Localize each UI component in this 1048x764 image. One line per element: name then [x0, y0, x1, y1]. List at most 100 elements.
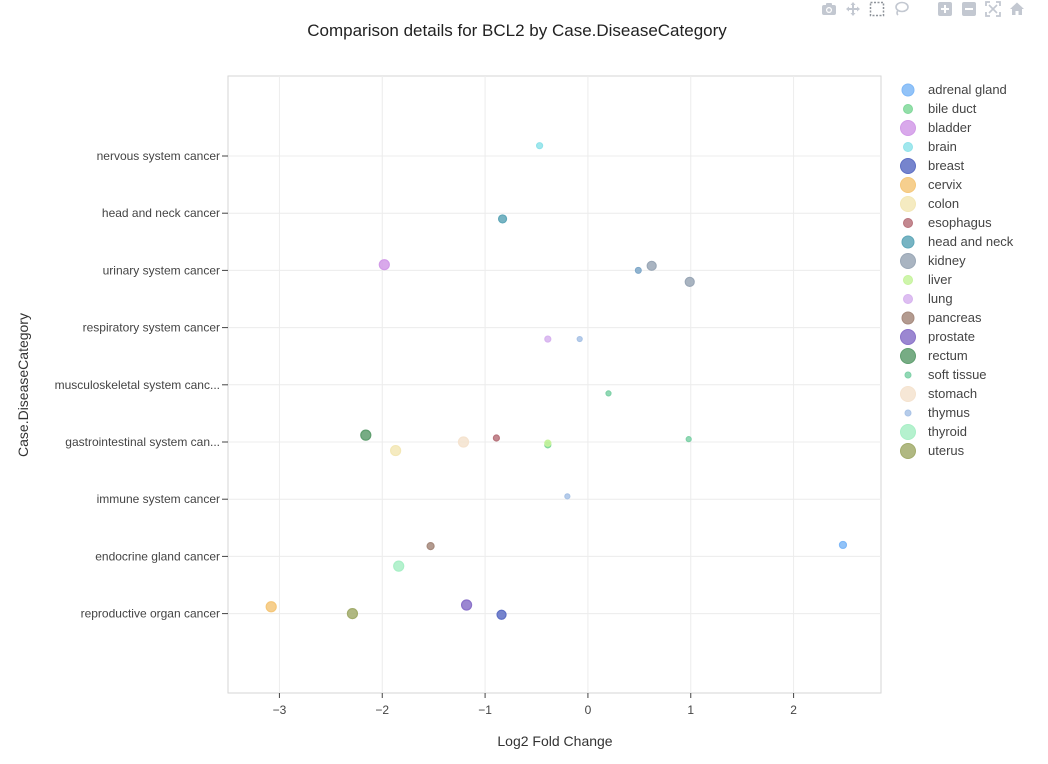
legend-label: esophagus [928, 215, 992, 230]
legend-item[interactable]: pancreas [901, 310, 982, 325]
y-tick-label: immune system cancer [97, 492, 220, 506]
legend-label: bladder [928, 120, 972, 135]
data-point[interactable] [605, 390, 612, 397]
chart-title: Comparison details for BCL2 by Case.Dise… [307, 21, 727, 40]
legend-label: kidney [928, 253, 966, 268]
legend-label: pancreas [928, 310, 982, 325]
zoom-out-icon[interactable] [960, 0, 978, 18]
data-point[interactable] [265, 601, 277, 613]
legend-item[interactable]: thyroid [900, 424, 968, 440]
box-select-icon[interactable] [868, 0, 886, 18]
legend-label: rectum [928, 348, 968, 363]
legend-item[interactable]: colon [900, 196, 960, 212]
y-tick-label: reproductive organ cancer [81, 607, 220, 621]
legend-label: lung [928, 291, 953, 306]
legend-item[interactable]: brain [903, 139, 957, 154]
home-icon[interactable] [1008, 0, 1026, 18]
legend-marker [903, 275, 913, 285]
legend-item[interactable]: liver [903, 272, 953, 287]
legend-label: uterus [928, 443, 965, 458]
legend-label: thyroid [928, 424, 967, 439]
x-tick-label: 0 [585, 703, 592, 717]
legend[interactable]: adrenal gland bile duct bladder brain breast… [900, 82, 1014, 459]
legend-item[interactable]: rectum [900, 348, 968, 364]
x-tick-label: −2 [375, 703, 389, 717]
legend-label: stomach [928, 386, 977, 401]
legend-marker [904, 409, 912, 417]
legend-item[interactable]: kidney [900, 253, 967, 269]
legend-item[interactable]: bile duct [903, 101, 977, 116]
legend-item[interactable]: head and neck [901, 234, 1014, 249]
data-point[interactable] [360, 429, 372, 441]
y-tick-label: endocrine gland cancer [95, 549, 220, 563]
y-tick-label: urinary system cancer [103, 263, 220, 277]
legend-marker [903, 294, 913, 304]
legend-item[interactable]: breast [900, 158, 965, 174]
legend-marker [900, 424, 916, 440]
legend-marker [900, 253, 916, 269]
y-tick-label: gastrointestinal system can... [65, 435, 220, 449]
legend-label: cervix [928, 177, 962, 192]
data-point[interactable] [544, 335, 552, 343]
data-point[interactable] [378, 259, 390, 271]
legend-item[interactable]: lung [903, 291, 953, 306]
legend-marker [900, 329, 916, 345]
x-tick-label: 2 [790, 703, 797, 717]
legend-item[interactable]: uterus [900, 443, 965, 459]
x-tick-label: −3 [273, 703, 287, 717]
legend-item[interactable]: soft tissue [904, 367, 987, 382]
autoscale-icon[interactable] [984, 0, 1002, 18]
legend-label: breast [928, 158, 965, 173]
data-point[interactable] [496, 609, 507, 620]
data-point[interactable] [838, 540, 848, 550]
y-tick-label: respiratory system cancer [83, 321, 220, 335]
legend-marker [900, 196, 916, 212]
data-point[interactable] [544, 439, 552, 447]
legend-marker [904, 371, 912, 379]
legend-marker [901, 235, 915, 249]
data-point[interactable] [646, 260, 657, 271]
legend-label: brain [928, 139, 957, 154]
x-axis-title: Log2 Fold Change [497, 733, 612, 749]
legend-item[interactable]: prostate [900, 329, 975, 345]
pan-icon[interactable] [844, 0, 862, 18]
data-point[interactable] [426, 542, 435, 551]
legend-item[interactable]: stomach [900, 386, 978, 402]
data-point[interactable] [346, 607, 359, 620]
legend-label: head and neck [928, 234, 1014, 249]
data-point[interactable] [685, 436, 692, 443]
legend-marker [900, 348, 916, 364]
camera-icon[interactable] [820, 0, 838, 18]
y-tick-label: head and neck cancer [102, 206, 220, 220]
legend-marker [900, 120, 916, 136]
lasso-icon[interactable] [892, 0, 910, 18]
legend-marker [901, 311, 915, 325]
data-point[interactable] [390, 444, 402, 457]
x-tick-label: −1 [478, 703, 492, 717]
data-point[interactable] [393, 560, 405, 572]
legend-item[interactable]: bladder [900, 120, 973, 136]
legend-item[interactable]: adrenal gland [901, 82, 1007, 97]
data-point[interactable] [460, 599, 473, 611]
legend-label: adrenal gland [928, 82, 1007, 97]
legend-label: liver [928, 272, 953, 287]
legend-item[interactable]: cervix [900, 177, 963, 193]
data-point[interactable] [684, 276, 695, 287]
data-point[interactable] [564, 493, 571, 500]
legend-label: bile duct [928, 101, 977, 116]
y-tick-label: musculoskeletal system canc... [55, 378, 220, 392]
data-point[interactable] [497, 214, 508, 224]
data-point[interactable] [634, 266, 642, 274]
legend-label: colon [928, 196, 959, 211]
legend-item[interactable]: esophagus [903, 215, 993, 230]
legend-label: prostate [928, 329, 975, 344]
legend-item[interactable]: thymus [904, 405, 970, 420]
x-tick-label: 1 [687, 703, 694, 717]
zoom-in-icon[interactable] [936, 0, 954, 18]
data-point[interactable] [457, 436, 470, 448]
legend-marker [903, 104, 913, 114]
data-point[interactable] [492, 434, 500, 442]
data-point[interactable] [576, 335, 583, 343]
data-point[interactable] [535, 142, 544, 150]
